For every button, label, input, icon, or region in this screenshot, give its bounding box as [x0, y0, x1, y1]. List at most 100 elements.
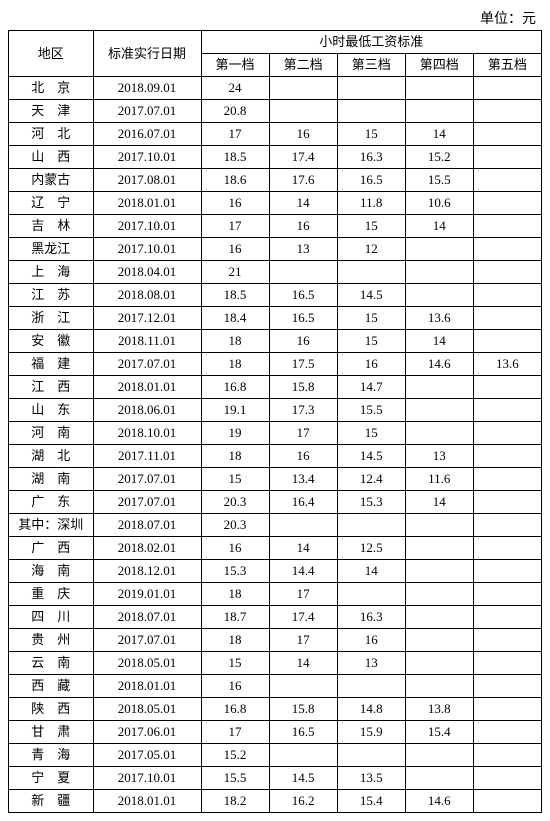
cell-tier-2: 14: [269, 652, 337, 675]
cell-tier-2: 14.5: [269, 767, 337, 790]
cell-date: 2018.01.01: [93, 192, 201, 215]
cell-region: 天 津: [9, 100, 94, 123]
cell-tier-5: [473, 169, 541, 192]
cell-region: 广 西: [9, 537, 94, 560]
cell-date: 2017.05.01: [93, 744, 201, 767]
cell-tier-2: 13: [269, 238, 337, 261]
cell-tier-5: [473, 537, 541, 560]
cell-tier-4: [405, 583, 473, 606]
cell-region: 黑龙江: [9, 238, 94, 261]
table-row: 广 西2018.02.01161412.5: [9, 537, 542, 560]
table-row: 海 南2018.12.0115.314.414: [9, 560, 542, 583]
cell-tier-3: [337, 583, 405, 606]
cell-date: 2018.02.01: [93, 537, 201, 560]
unit-label: 单位：元: [8, 8, 542, 28]
cell-tier-1: 17: [201, 215, 269, 238]
table-row: 上 海2018.04.0121: [9, 261, 542, 284]
cell-tier-3: 14.8: [337, 698, 405, 721]
cell-tier-4: [405, 675, 473, 698]
cell-tier-1: 19: [201, 422, 269, 445]
cell-region: 甘 肃: [9, 721, 94, 744]
cell-tier-2: 15.8: [269, 698, 337, 721]
cell-region: 吉 林: [9, 215, 94, 238]
cell-tier-5: [473, 284, 541, 307]
cell-tier-5: [473, 261, 541, 284]
cell-tier-5: [473, 629, 541, 652]
cell-tier-5: [473, 399, 541, 422]
cell-tier-3: 15.3: [337, 491, 405, 514]
cell-tier-1: 16.8: [201, 376, 269, 399]
cell-tier-3: 11.8: [337, 192, 405, 215]
cell-date: 2018.05.01: [93, 652, 201, 675]
cell-tier-2: [269, 261, 337, 284]
cell-date: 2017.10.01: [93, 238, 201, 261]
cell-tier-4: 10.6: [405, 192, 473, 215]
table-row: 广 东2017.07.0120.316.415.314: [9, 491, 542, 514]
cell-tier-3: 13: [337, 652, 405, 675]
cell-date: 2018.05.01: [93, 698, 201, 721]
cell-tier-4: 11.6: [405, 468, 473, 491]
cell-tier-1: 18: [201, 445, 269, 468]
cell-region: 江 西: [9, 376, 94, 399]
cell-region: 新 疆: [9, 790, 94, 813]
cell-tier-2: 16: [269, 215, 337, 238]
cell-tier-5: [473, 330, 541, 353]
cell-tier-4: 15.4: [405, 721, 473, 744]
cell-tier-5: [473, 422, 541, 445]
cell-tier-1: 16: [201, 537, 269, 560]
table-row: 湖 南2017.07.011513.412.411.6: [9, 468, 542, 491]
cell-tier-4: 14.6: [405, 790, 473, 813]
cell-tier-2: 17.4: [269, 606, 337, 629]
cell-region: 青 海: [9, 744, 94, 767]
cell-region: 湖 北: [9, 445, 94, 468]
cell-tier-2: 13.4: [269, 468, 337, 491]
cell-tier-5: [473, 376, 541, 399]
cell-tier-2: 17: [269, 629, 337, 652]
cell-date: 2017.10.01: [93, 767, 201, 790]
table-row: 辽 宁2018.01.01161411.810.6: [9, 192, 542, 215]
cell-tier-4: [405, 537, 473, 560]
cell-region: 安 徽: [9, 330, 94, 353]
header-date: 标准实行日期: [93, 31, 201, 77]
cell-tier-5: [473, 767, 541, 790]
cell-tier-1: 21: [201, 261, 269, 284]
table-row: 安 徽2018.11.0118161514: [9, 330, 542, 353]
cell-tier-2: 15.8: [269, 376, 337, 399]
cell-tier-5: [473, 192, 541, 215]
cell-region: 河 北: [9, 123, 94, 146]
cell-region: 福 建: [9, 353, 94, 376]
cell-tier-5: [473, 652, 541, 675]
cell-tier-5: [473, 238, 541, 261]
cell-tier-1: 18: [201, 583, 269, 606]
cell-date: 2018.01.01: [93, 675, 201, 698]
cell-tier-3: [337, 261, 405, 284]
cell-tier-4: 15.2: [405, 146, 473, 169]
table-row: 内蒙古2017.08.0118.617.616.515.5: [9, 169, 542, 192]
cell-date: 2017.07.01: [93, 100, 201, 123]
cell-tier-2: 16.2: [269, 790, 337, 813]
cell-tier-5: [473, 744, 541, 767]
cell-tier-1: 15.2: [201, 744, 269, 767]
cell-tier-2: [269, 100, 337, 123]
cell-date: 2017.06.01: [93, 721, 201, 744]
table-row: 西 藏2018.01.0116: [9, 675, 542, 698]
cell-tier-3: 16: [337, 629, 405, 652]
cell-tier-3: 16.5: [337, 169, 405, 192]
cell-tier-3: 12.4: [337, 468, 405, 491]
cell-tier-4: [405, 652, 473, 675]
cell-tier-4: 14.6: [405, 353, 473, 376]
table-row: 陕 西2018.05.0116.815.814.813.8: [9, 698, 542, 721]
table-row: 江 苏2018.08.0118.516.514.5: [9, 284, 542, 307]
table-row: 云 南2018.05.01151413: [9, 652, 542, 675]
cell-tier-1: 16: [201, 192, 269, 215]
cell-tier-2: 17.4: [269, 146, 337, 169]
cell-region: 北 京: [9, 77, 94, 100]
cell-tier-3: [337, 514, 405, 537]
cell-tier-4: 14: [405, 491, 473, 514]
cell-region: 浙 江: [9, 307, 94, 330]
table-row: 北 京2018.09.0124: [9, 77, 542, 100]
cell-date: 2016.07.01: [93, 123, 201, 146]
cell-tier-1: 18.6: [201, 169, 269, 192]
cell-tier-2: 16.5: [269, 284, 337, 307]
cell-tier-4: 13.6: [405, 307, 473, 330]
